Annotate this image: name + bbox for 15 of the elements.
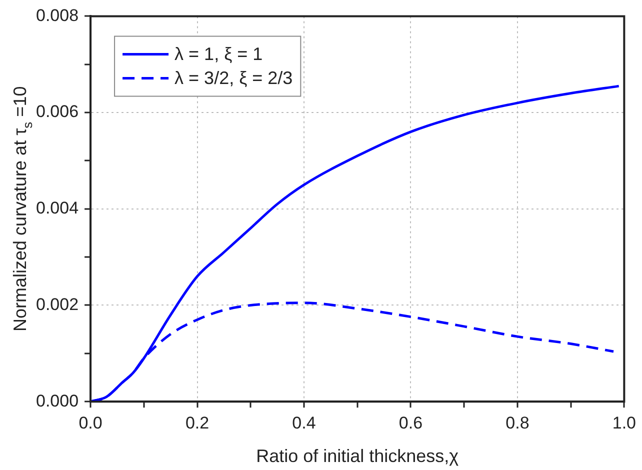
x-tick-label: 1.0 [612,413,636,432]
y-tick-label: 0.008 [36,6,79,25]
y-tick-label: 0.000 [36,391,79,410]
x-tick-label: 0.6 [398,413,423,432]
y-tick-label: 0.006 [36,102,79,122]
y-axis-title: Normalized curvature at τs =10 [10,86,35,332]
x-axis-title: Ratio of initial thickness,χ [256,446,460,466]
x-tick-label: 0.0 [78,413,102,432]
y-tick-label: 0.002 [36,294,79,314]
x-tick-label: 0.8 [506,413,530,432]
y-tick-label: 0.004 [36,198,79,218]
x-tick-label: 0.4 [292,413,316,432]
x-tick-label: 0.2 [185,413,210,432]
legend-label: λ = 1, ξ = 1 [174,44,263,64]
legend-label: λ = 3/2, ξ = 2/3 [174,68,293,88]
